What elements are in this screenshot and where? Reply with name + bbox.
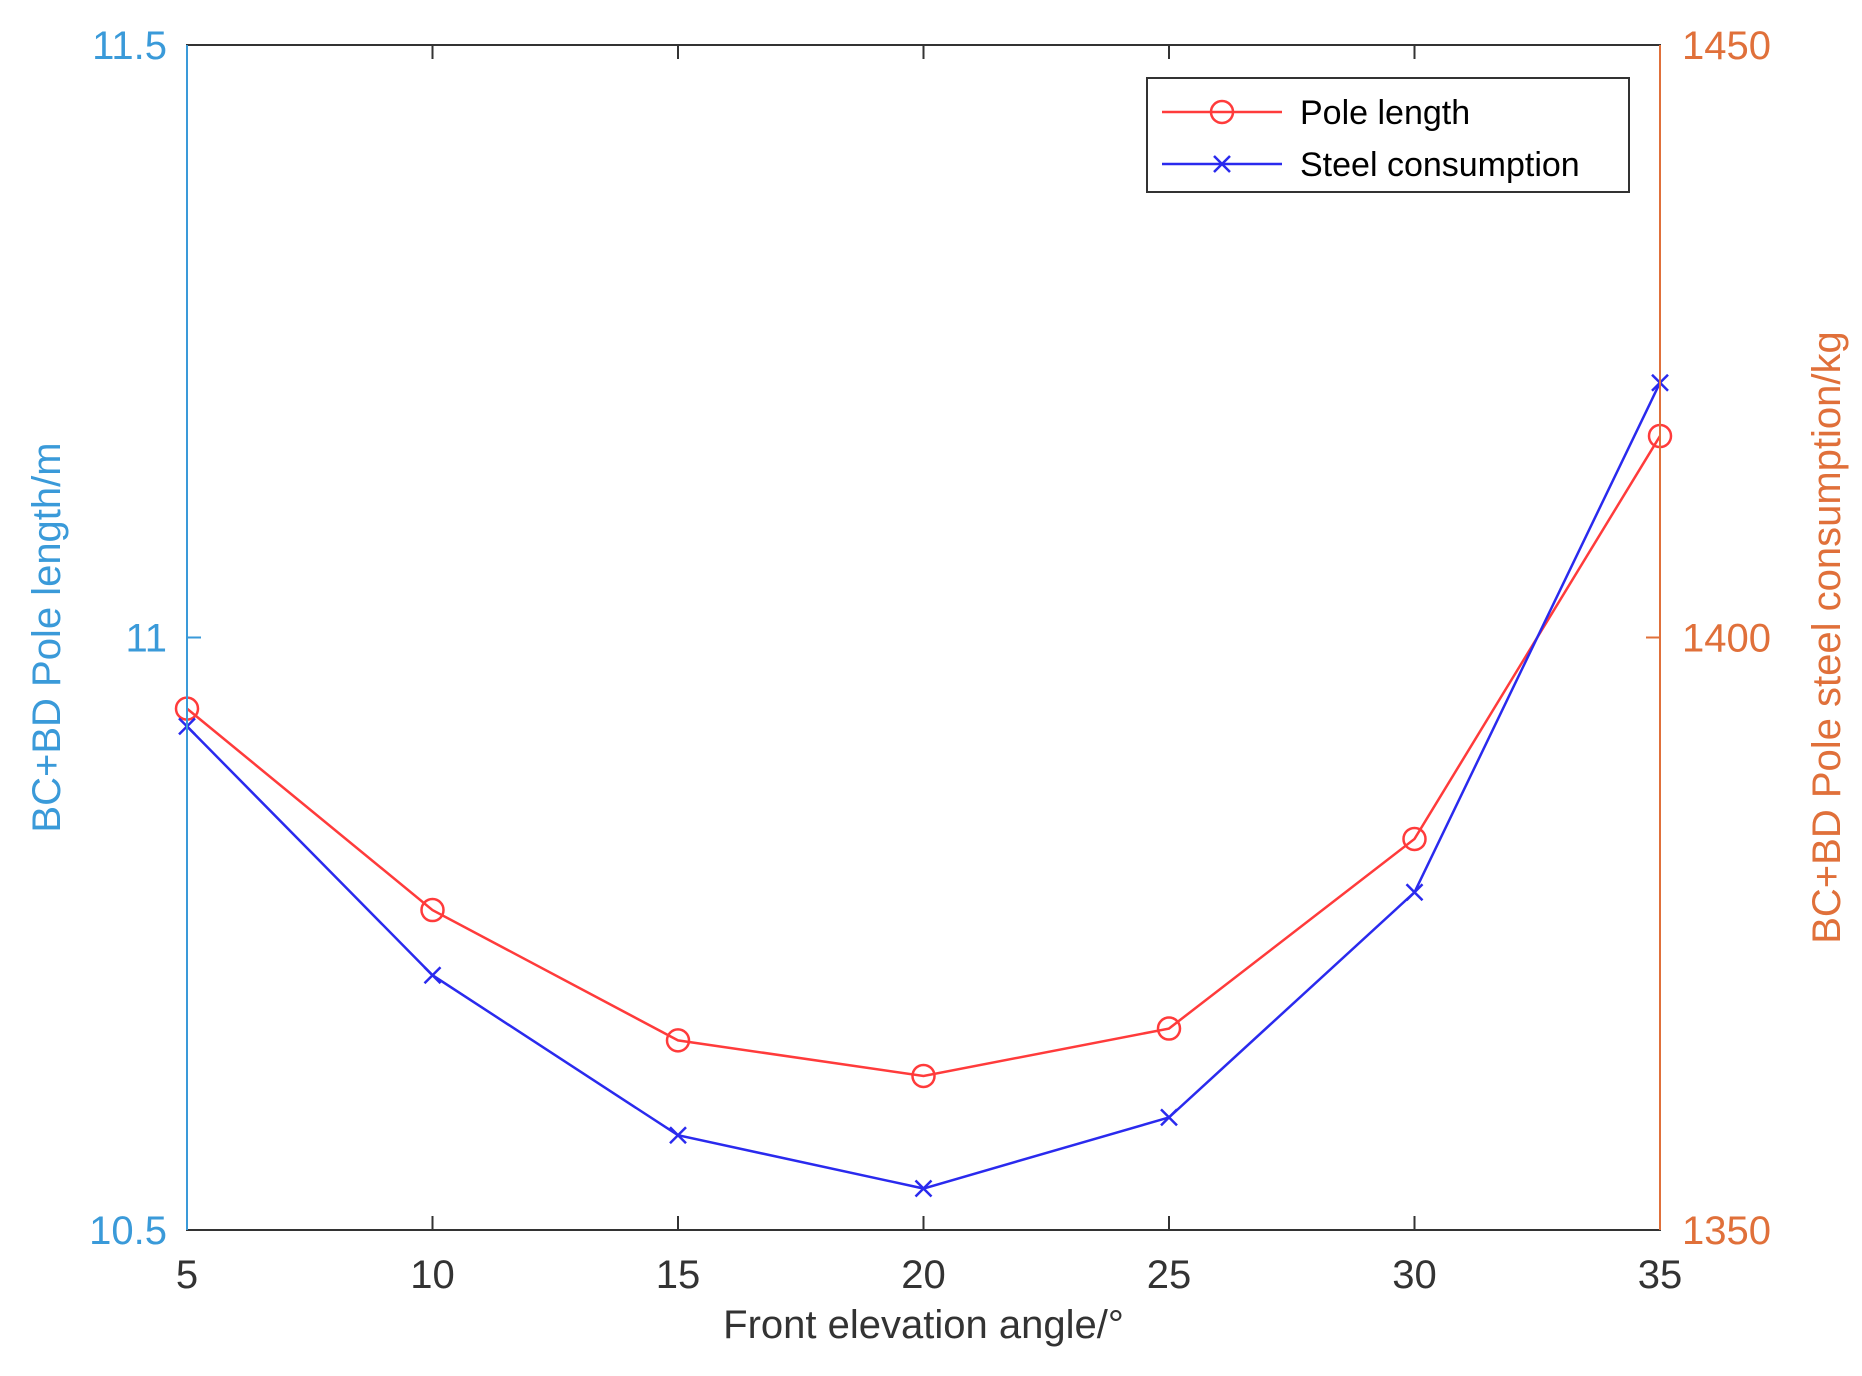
x-tick-label: 25 [1147,1253,1192,1297]
left-y-tick-label: 11 [125,617,167,661]
data-point-steel-consumption [423,966,442,985]
x-tick-label: 15 [656,1253,701,1297]
x-tick-label: 35 [1638,1253,1683,1297]
data-point-pole-length [911,1063,936,1089]
series-line-pole-length [186,435,1662,1078]
left-y-tick-label: 10.5 [89,1209,167,1253]
data-point-pole-length [420,897,445,923]
data-point-pole-length [665,1028,691,1053]
left-y-axis-title: BC+BD Pole length/m [25,442,69,832]
right-y-tick-label: 1450 [1682,24,1771,68]
series-line-steel-consumption [186,382,1662,1190]
data-point-steel-consumption [669,1126,687,1145]
x-tick-label: 30 [1392,1253,1437,1297]
left-y-tick-label: 11.5 [92,24,167,68]
tick-labels-layer: 5 10 15 20 25 30 35 10.5 11 11.5 1350 1400 1450 [89,24,1771,1297]
legend-marker-steel-consumption [1213,155,1231,173]
legend-marker-pole-length [1209,99,1235,125]
data-point-steel-consumption [914,1179,933,1198]
series-layer [174,373,1673,1198]
data-point-steel-consumption [1405,883,1424,902]
legend: Pole length Steel consumption [1146,77,1630,193]
x-tick-label: 20 [901,1253,946,1297]
legend-box [1146,77,1630,193]
plot-area-frame [186,44,1661,1231]
x-tick-label: 5 [176,1253,198,1297]
legend-label-steel-consumption: Steel consumption [1300,146,1580,184]
data-point-pole-length [1402,826,1427,852]
ticks-layer [186,44,1661,1231]
legend-label-pole-length: Pole length [1300,94,1470,132]
right-y-tick-label: 1400 [1682,617,1771,661]
x-tick-label: 10 [410,1253,455,1297]
x-axis-title: Front elevation angle/° [723,1303,1124,1347]
right-y-axis-title: BC+BD Pole steel consumption/kg [1805,331,1849,944]
data-point-pole-length [1156,1016,1182,1041]
data-point-steel-consumption [1160,1108,1178,1127]
right-y-tick-label: 1350 [1682,1209,1771,1253]
